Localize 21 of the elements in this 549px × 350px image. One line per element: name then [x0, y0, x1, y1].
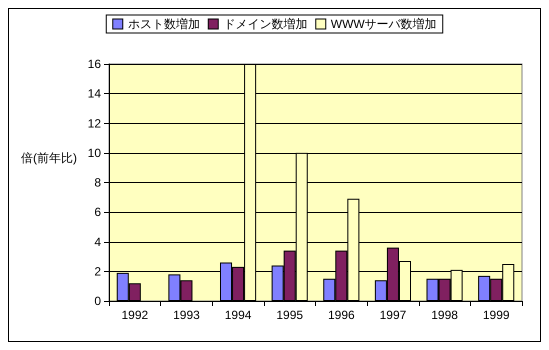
x-tick-label: 1994 [224, 308, 252, 322]
legend-label: ホスト数増加 [128, 17, 200, 31]
y-axis-title: 倍(前年比) [21, 151, 77, 165]
y-tick-label: 14 [88, 86, 102, 101]
y-tick-label: 6 [94, 205, 102, 220]
y-tick-label: 16 [88, 57, 102, 71]
x-tick-label: 1995 [276, 308, 304, 322]
y-tick-label: 4 [94, 234, 102, 249]
y-tick-label: 10 [88, 146, 102, 160]
x-tick-label: 1992 [121, 308, 148, 322]
y-tick-label: 12 [88, 116, 102, 130]
x-tick-label: 1999 [482, 308, 510, 322]
x-tick-label: 1993 [173, 308, 200, 322]
x-tick-label: 1997 [380, 308, 407, 322]
y-tick-label: 8 [94, 176, 102, 190]
x-tick-label: 1998 [431, 308, 458, 322]
legend-label: WWWサーバ数増加 [330, 17, 437, 31]
legend-label: ドメイン数増加 [223, 17, 308, 31]
y-tick-label: 0 [94, 294, 102, 308]
y-tick-label: 2 [94, 264, 102, 278]
x-tick-label: 1996 [328, 308, 355, 322]
